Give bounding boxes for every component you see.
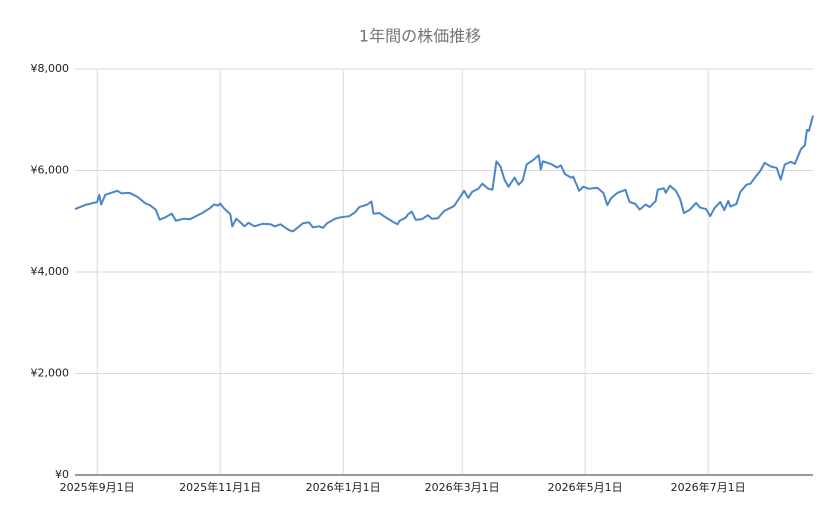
- x-tick-label: 2026年5月1日: [548, 480, 623, 494]
- chart-title: 1年間の株価推移: [359, 27, 481, 46]
- x-tick-label: 2025年11月1日: [179, 480, 261, 494]
- x-tick-label: 2026年7月1日: [671, 480, 746, 494]
- y-tick-label: ¥2,000: [31, 367, 70, 380]
- y-tick-label: ¥6,000: [31, 164, 70, 177]
- y-tick-label: ¥4,000: [31, 265, 70, 278]
- x-tick-label: 2026年3月1日: [425, 480, 500, 494]
- x-tick-label: 2025年9月1日: [60, 480, 135, 494]
- x-tick-label: 2026年1月1日: [306, 480, 381, 494]
- price-line: [74, 115, 814, 233]
- y-tick-label: ¥0: [55, 468, 69, 481]
- y-tick-label: ¥8,000: [31, 62, 70, 75]
